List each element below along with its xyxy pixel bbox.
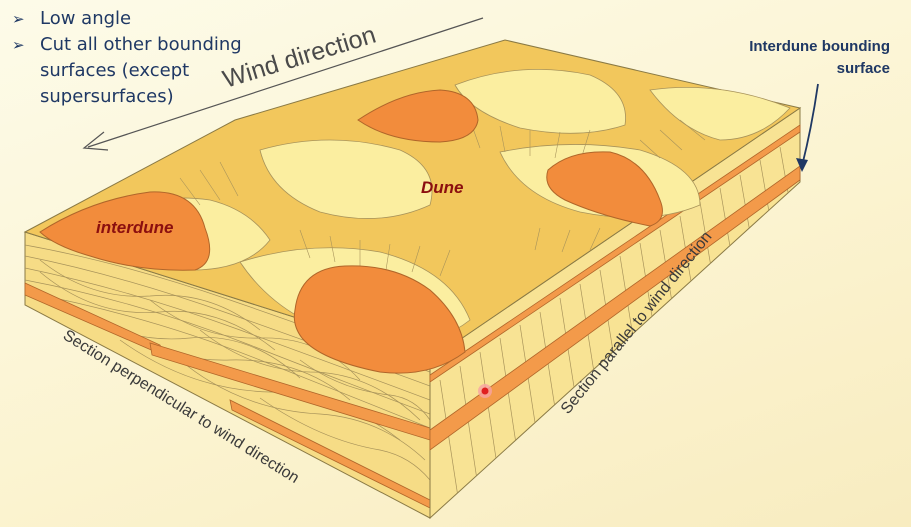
dune-label: Dune xyxy=(421,178,464,197)
interdune-bounding-surface-label: Interdune bounding surface xyxy=(700,36,890,80)
arrow-bullet-icon: ➢ xyxy=(12,36,25,54)
bullet-list: ➢ Low angle ➢ Cut all other bounding sur… xyxy=(12,6,242,110)
bullet-item: ➢ Low angle xyxy=(12,6,242,32)
bounding-surface-line: Interdune bounding xyxy=(749,38,890,55)
arrow-bullet-icon: ➢ xyxy=(12,10,25,28)
interdune-patch-1 xyxy=(39,191,211,271)
pointer-arrow-icon xyxy=(796,83,819,172)
bullet-item: ➢ Cut all other bounding surfaces (excep… xyxy=(12,32,242,110)
wind-arrow-icon xyxy=(82,17,484,151)
interdune-patch-3 xyxy=(546,151,663,227)
dune-surface xyxy=(23,39,802,374)
bullet-text: Low angle xyxy=(40,8,132,29)
laser-pointer-icon xyxy=(478,384,492,398)
perpendicular-section-face xyxy=(24,231,431,519)
bullet-text: surfaces (except xyxy=(40,60,190,81)
wind-direction-label: Wind direction xyxy=(220,21,380,94)
bullet-text: Cut all other bounding xyxy=(40,34,242,55)
parallel-section-face xyxy=(429,107,801,520)
interdune-patch-2 xyxy=(357,89,479,143)
interdune-label: interdune xyxy=(96,218,173,237)
interdune-patch-4 xyxy=(293,265,466,374)
bullet-text: supersurfaces) xyxy=(40,86,174,107)
bounding-surface-line: surface xyxy=(836,60,890,77)
